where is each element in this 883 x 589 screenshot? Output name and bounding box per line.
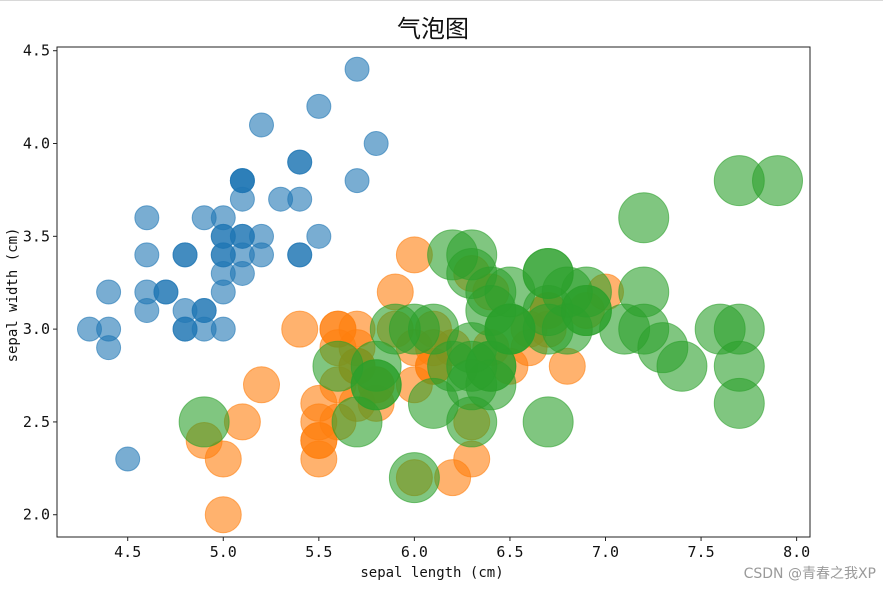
x-tick-label: 7.5 <box>688 543 715 561</box>
bubble-series-2 <box>281 310 319 348</box>
bubble-series-3 <box>618 303 670 355</box>
bubble-series-1 <box>287 242 313 268</box>
x-tick-label: 7.0 <box>592 543 619 561</box>
bubble-series-1 <box>210 223 236 249</box>
bubble-series-1 <box>191 298 217 324</box>
chart-title: 气泡图 <box>397 15 469 43</box>
bubble-series-1 <box>172 316 198 342</box>
bubble-series-1 <box>134 279 160 305</box>
bubble-series-1 <box>191 205 217 231</box>
bubble-series-3 <box>522 396 574 448</box>
y-tick-label: 3.0 <box>23 320 50 338</box>
bubble-series-2 <box>204 440 242 478</box>
bubble-series-3 <box>446 340 498 392</box>
y-axis-ticks: 2.0 2.5 3.0 3.5 4.0 4.5 <box>23 42 57 524</box>
x-axis-label: sepal length (cm) <box>360 565 503 581</box>
bubble-series-3 <box>752 155 804 207</box>
bubbles-layer <box>76 56 804 534</box>
y-axis-label: sepal width (cm) <box>5 228 21 363</box>
x-tick-label: 6.5 <box>496 543 523 561</box>
bubble-series-3 <box>484 303 536 355</box>
bubble-series-2 <box>204 496 242 534</box>
bubble-series-3 <box>618 192 670 244</box>
bubble-series-3 <box>446 396 498 448</box>
bubble-series-1 <box>344 56 370 82</box>
bubble-series-3 <box>350 359 402 411</box>
bubble-series-1 <box>344 168 370 194</box>
y-tick-label: 4.0 <box>23 135 50 153</box>
x-tick-label: 5.5 <box>305 543 332 561</box>
bubble-series-3 <box>388 452 440 504</box>
bubble-series-1 <box>134 242 160 268</box>
bubble-series-1 <box>134 205 160 231</box>
bubble-series-3 <box>178 396 230 448</box>
bubble-series-1 <box>210 260 236 286</box>
y-tick-label: 3.5 <box>23 227 50 245</box>
bubble-series-1 <box>210 316 236 342</box>
bubble-series-1 <box>115 446 141 472</box>
bubble-series-2 <box>395 236 433 274</box>
bubble-series-1 <box>306 93 332 119</box>
bubble-series-2 <box>242 366 280 404</box>
bubble-series-3 <box>522 247 574 299</box>
bubble-series-1 <box>268 186 294 212</box>
y-tick-label: 2.5 <box>23 413 50 431</box>
y-tick-label: 2.0 <box>23 506 50 524</box>
bubble-series-3 <box>713 303 765 355</box>
x-tick-label: 5.0 <box>210 543 237 561</box>
bubble-series-3 <box>427 229 479 281</box>
bubble-series-3 <box>656 340 708 392</box>
bubble-series-1 <box>96 316 122 342</box>
bubble-series-1 <box>229 168 255 194</box>
bubble-series-1 <box>306 223 332 249</box>
x-axis-ticks: 4.5 5.0 5.5 6.0 6.5 7.0 7.5 8.0 <box>114 537 810 561</box>
bubble-series-1 <box>363 131 389 157</box>
plot-area-frame <box>56 46 811 538</box>
x-tick-label: 8.0 <box>783 543 810 561</box>
bubble-series-1 <box>248 112 274 138</box>
bubble-series-1 <box>229 242 255 268</box>
bubble-series-1 <box>172 242 198 268</box>
bubble-series-2 <box>223 403 261 441</box>
top-border <box>0 0 883 1</box>
bubble-series-1 <box>96 279 122 305</box>
watermark: CSDN @青春之我XP <box>744 566 876 582</box>
y-tick-label: 4.5 <box>23 42 50 60</box>
bubble-series-1 <box>287 149 313 175</box>
x-tick-label: 4.5 <box>114 543 141 561</box>
bubble-series-3 <box>369 303 421 355</box>
x-tick-label: 6.0 <box>401 543 428 561</box>
